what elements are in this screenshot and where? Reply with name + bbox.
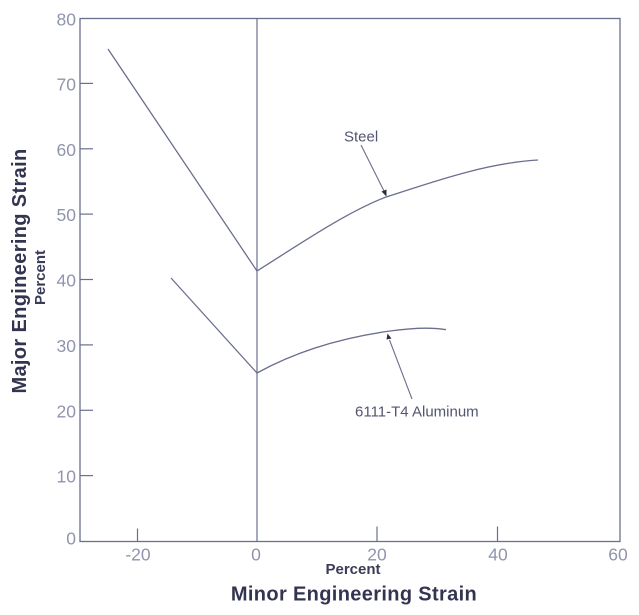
svg-text:Minor Engineering Strain: Minor Engineering Strain bbox=[231, 584, 477, 606]
svg-text:60: 60 bbox=[57, 140, 77, 160]
svg-text:10: 10 bbox=[57, 467, 77, 487]
svg-text:Percent: Percent bbox=[325, 561, 380, 578]
svg-text:0: 0 bbox=[66, 529, 76, 549]
svg-text:40: 40 bbox=[488, 545, 508, 565]
svg-text:-20: -20 bbox=[125, 545, 151, 565]
svg-text:Steel: Steel bbox=[344, 129, 378, 146]
svg-text:70: 70 bbox=[57, 74, 77, 94]
svg-text:0: 0 bbox=[251, 545, 261, 565]
svg-text:30: 30 bbox=[57, 336, 77, 356]
svg-text:50: 50 bbox=[57, 205, 77, 225]
svg-text:20: 20 bbox=[367, 545, 387, 565]
svg-text:80: 80 bbox=[57, 10, 77, 30]
svg-text:20: 20 bbox=[57, 401, 77, 421]
svg-text:Major Engineering Strain: Major Engineering Strain bbox=[9, 148, 31, 393]
svg-text:6111-T4 Aluminum: 6111-T4 Aluminum bbox=[355, 404, 479, 421]
svg-text:Percent: Percent bbox=[32, 250, 49, 305]
svg-text:60: 60 bbox=[608, 545, 628, 565]
svg-text:40: 40 bbox=[57, 271, 77, 291]
